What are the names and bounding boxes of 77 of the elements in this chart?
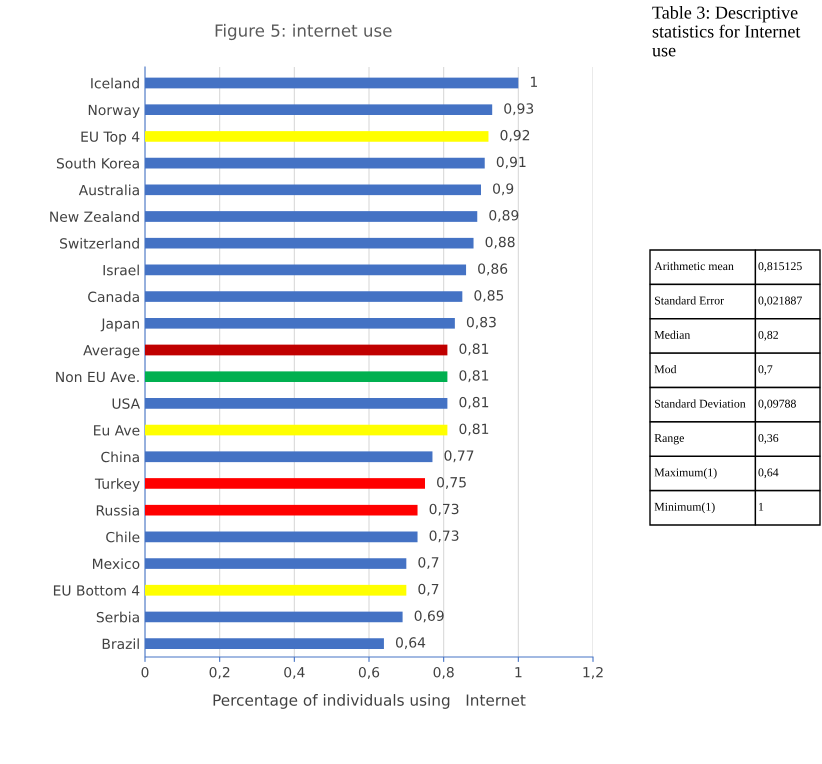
data-label: 0,81 — [459, 424, 488, 436]
text: Arithmetic mean — [654, 262, 734, 270]
data-label: 0,69 — [414, 610, 444, 622]
x-tick-label: 0,2 — [210, 666, 230, 679]
y-tick-label: Serbia — [96, 612, 139, 622]
text: 0,021887 — [758, 296, 802, 306]
y-tick-label: Japan — [100, 318, 139, 332]
y-tick-label: Israel — [104, 264, 139, 276]
text: Standard Deviation — [655, 399, 746, 408]
y-tick-label: Eu Ave — [94, 425, 140, 436]
y-tick-label: Average — [83, 345, 140, 358]
data-label: 0,81 — [459, 344, 488, 356]
text: Mod — [654, 364, 676, 374]
data-label: 0,7 — [418, 584, 438, 596]
text: Standard Error — [655, 296, 724, 305]
data-label: 0,73 — [430, 504, 458, 516]
y-tick-label: Iceland — [91, 78, 139, 88]
text: Median — [654, 330, 690, 339]
data-label: 0,89 — [489, 210, 518, 222]
data-label: 0,77 — [444, 450, 474, 462]
text: Minimum(1) — [654, 502, 715, 514]
data-label: 0,9 — [493, 183, 514, 196]
text: Range — [654, 434, 684, 444]
data-label: 0,7 — [418, 557, 438, 570]
data-label: 0,83 — [466, 316, 496, 329]
text: 0,7 — [758, 365, 772, 375]
y-tick-label: Chile — [106, 532, 140, 542]
data-label: 0,81 — [459, 396, 488, 409]
x-tick-label: 0,4 — [284, 666, 305, 679]
text: 0,36 — [758, 434, 778, 444]
text: 0,82 — [758, 330, 778, 341]
bar — [145, 424, 448, 436]
text: 0,64 — [758, 468, 778, 478]
x-tick-label: 0,8 — [434, 666, 454, 679]
data-label: 0,92 — [500, 130, 530, 142]
y-tick-label: China — [101, 451, 139, 462]
x-tick-label: 1,2 — [583, 666, 603, 679]
y-tick-label: South Korea — [56, 158, 139, 169]
text: 1 — [759, 502, 764, 511]
text: 0,09788 — [758, 400, 796, 410]
y-tick-label: Turkey — [94, 478, 140, 492]
y-tick-label: Canada — [88, 291, 139, 302]
data-label: 0,86 — [478, 263, 508, 276]
data-label: 0,91 — [496, 156, 526, 169]
y-tick-label: Switzerland — [60, 238, 139, 249]
data-label: 0,64 — [396, 637, 426, 650]
x-tick-label: 0,6 — [358, 666, 380, 679]
y-tick-label: EU Bottom 4 — [54, 585, 140, 596]
data-label: 0,81 — [459, 370, 488, 382]
x-axis-title: Percentage of individuals using Internet — [214, 694, 526, 709]
y-tick-label: EU Top 4 — [81, 132, 140, 145]
y-tick-label: Mexico — [93, 558, 140, 570]
x-tick-label: 0 — [141, 666, 148, 678]
chart-title: Figure 5: internet use — [216, 24, 392, 40]
bar — [145, 344, 448, 356]
data-label: 0,93 — [504, 103, 534, 116]
data-label: 0,75 — [437, 476, 466, 489]
bar — [145, 584, 406, 596]
bar — [145, 131, 488, 142]
data-label: 0,73 — [430, 530, 458, 542]
y-tick-label: Non EU Ave. — [56, 372, 139, 382]
x-tick-label: 1 — [515, 667, 522, 678]
data-label: 0,85 — [474, 290, 504, 302]
y-tick-label: Brazil — [102, 638, 139, 650]
bar — [145, 478, 425, 489]
y-tick-label: USA — [112, 398, 140, 409]
y-tick-label: New Zealand — [50, 211, 139, 222]
text: 0,815125 — [758, 262, 802, 272]
y-tick-label: Russia — [96, 504, 139, 516]
y-tick-label: Norway — [88, 104, 140, 118]
bar — [145, 371, 448, 382]
data-label: 1 — [530, 76, 537, 87]
y-tick-label: Australia — [78, 184, 139, 196]
data-label: 0,88 — [486, 236, 515, 249]
bar — [145, 504, 418, 516]
text: Table 3: Descriptive statistics for Internet use — [652, 6, 800, 56]
text: Maximum(1) — [654, 468, 717, 479]
